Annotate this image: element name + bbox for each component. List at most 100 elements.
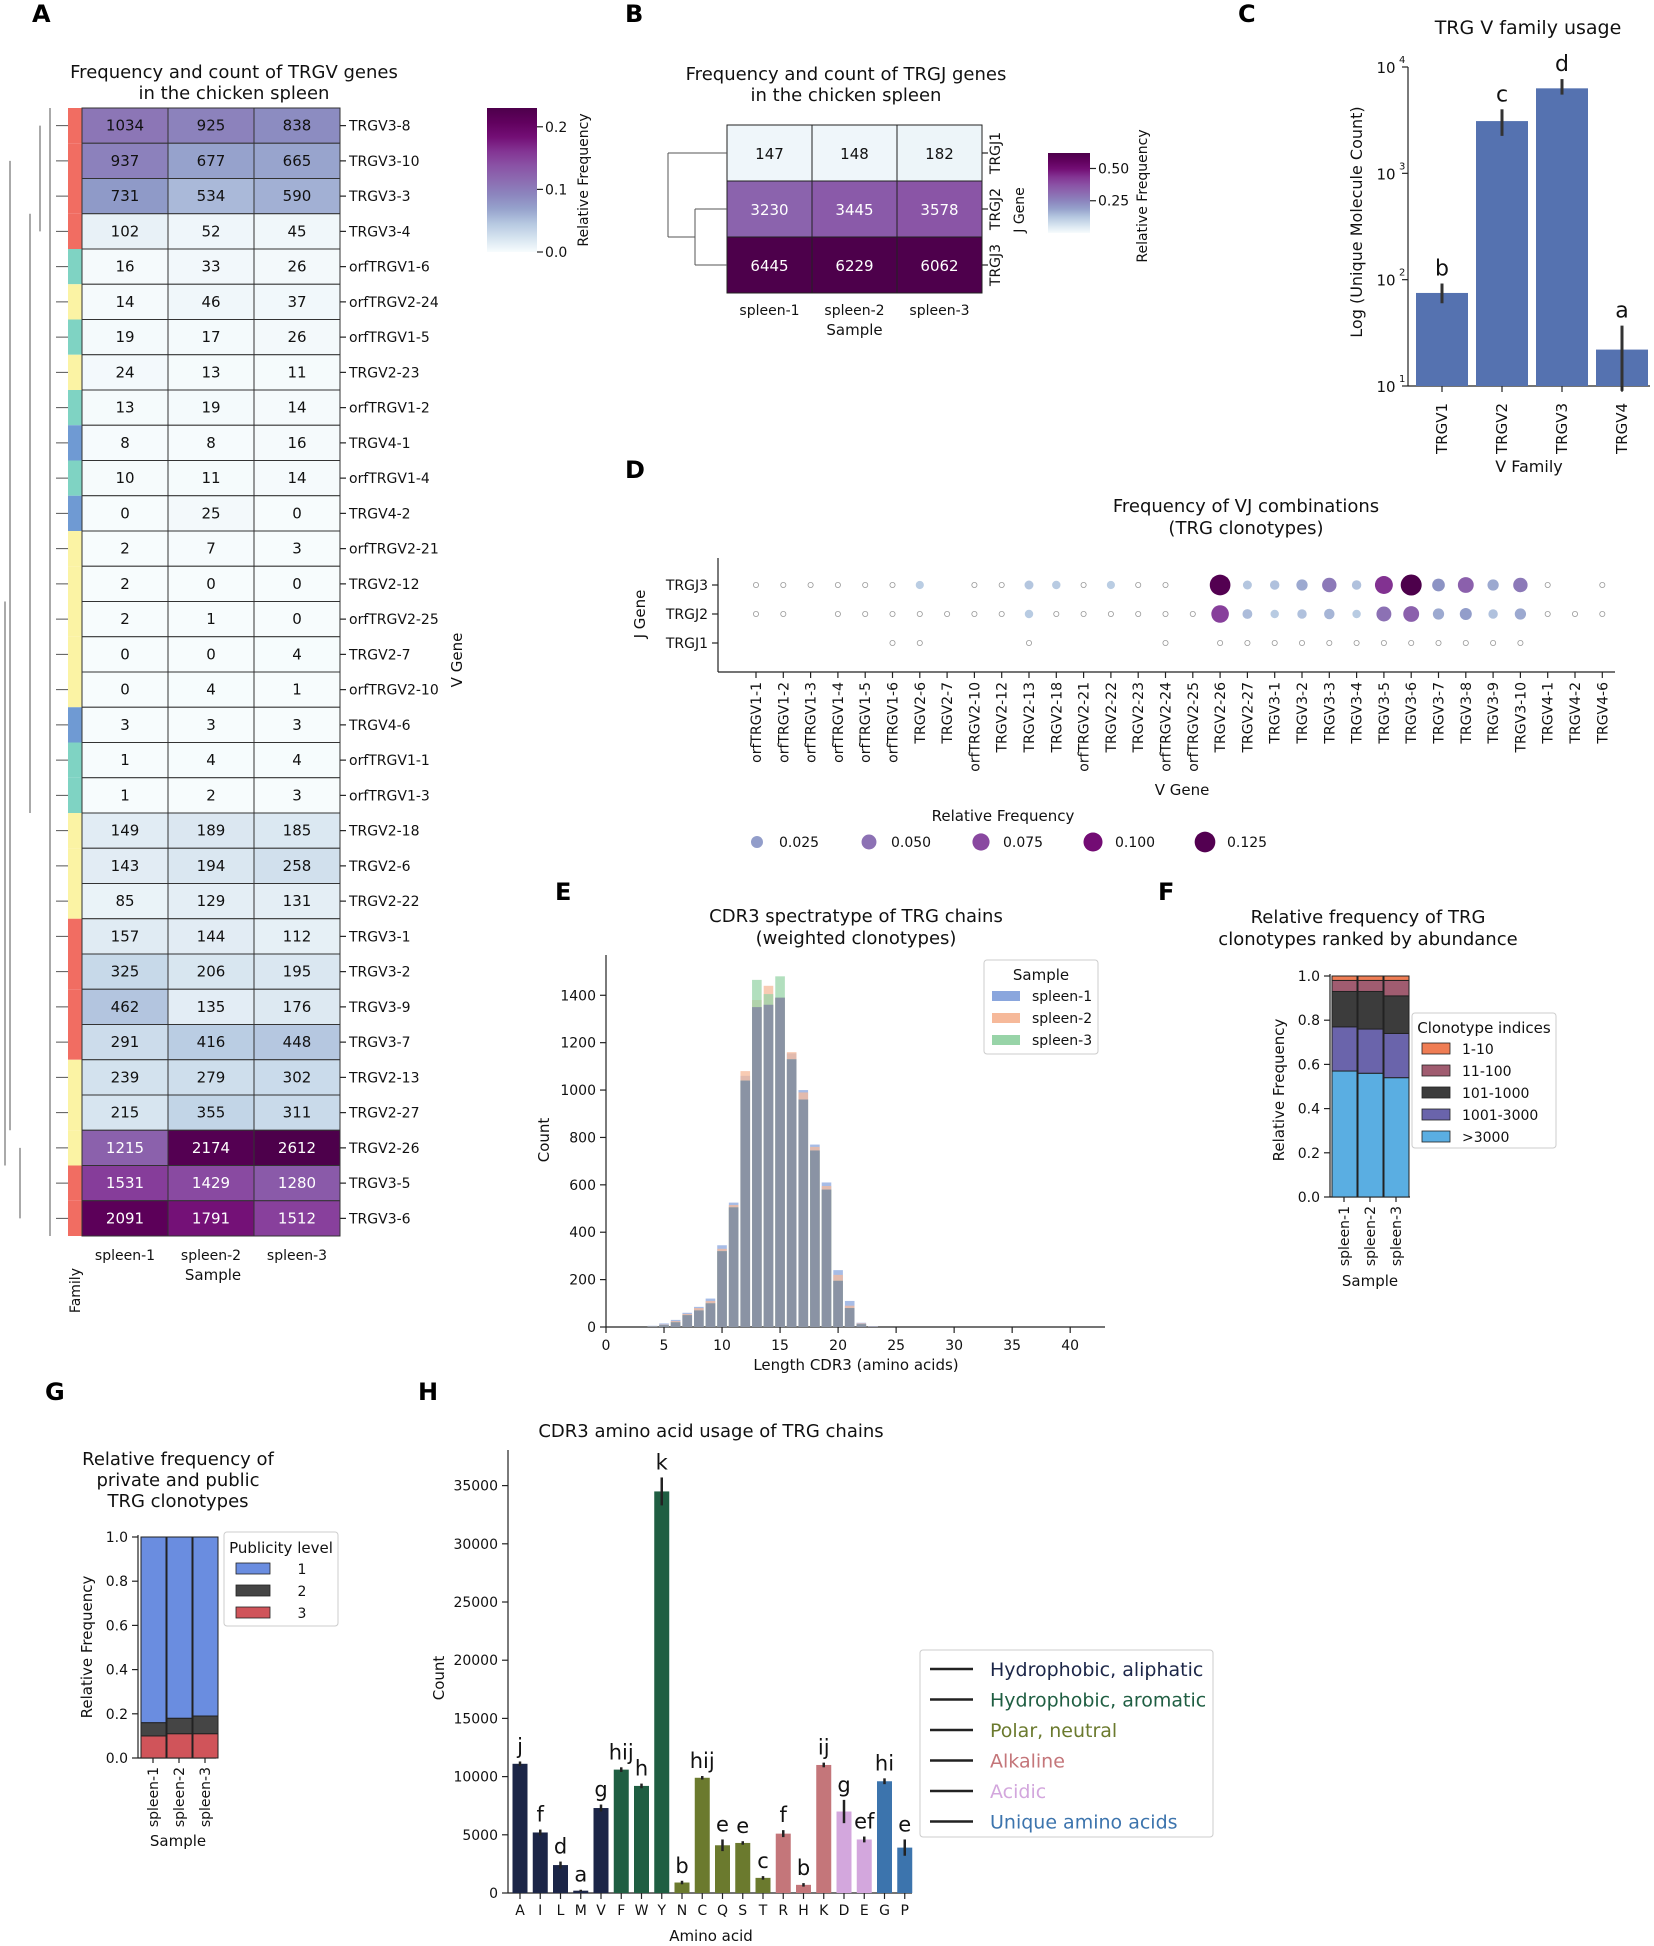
bar <box>634 1785 649 1893</box>
colorbar-tick-label: 0.0 <box>545 245 567 261</box>
legend-label: Acidic <box>990 1781 1046 1803</box>
legend-label: 0.100 <box>1115 835 1155 851</box>
row-label: TRGV2-26 <box>348 1141 420 1157</box>
family-swatch <box>68 460 82 496</box>
vj-dot <box>1544 611 1551 618</box>
vj-dot <box>1457 577 1474 593</box>
y-tick-label: 0.0 <box>1298 1190 1320 1206</box>
y-tick-label: 200 <box>569 1273 596 1289</box>
bar <box>593 1808 609 1893</box>
legend-swatch <box>992 991 1020 1001</box>
family-swatch <box>68 636 82 672</box>
y-tick-label: 0.6 <box>1298 1057 1320 1073</box>
heatmap-cell-label: 52 <box>201 222 220 240</box>
vj-dot <box>1209 574 1231 596</box>
heatmap-cell <box>253 424 341 461</box>
vj-dot <box>1107 611 1114 618</box>
significance-letter: hi <box>875 1751 894 1775</box>
panel-label-h: H <box>418 1378 438 1406</box>
legend-label: Unique amino acids <box>990 1812 1178 1834</box>
y-tick-exponent: 2 <box>1399 268 1405 279</box>
column-label: spleen-1 <box>739 303 799 319</box>
heatmap-cell-label: 33 <box>201 258 220 276</box>
heatmap-cell-label: 291 <box>111 1033 140 1051</box>
legend-swatch <box>235 1606 271 1619</box>
stacked-bar-segment <box>1383 1077 1410 1198</box>
x-tick-label: TRGV3-8 <box>1459 682 1475 745</box>
row-label: TRGV2-13 <box>348 1070 419 1086</box>
heatmap-cell-label: 311 <box>283 1104 312 1122</box>
stacked-bar-segment <box>1331 1070 1358 1198</box>
legend-dot <box>750 835 764 849</box>
x-axis-label: V Family <box>1495 457 1563 476</box>
histogram-overlap <box>775 997 785 1327</box>
x-tick-label: spleen-2 <box>1363 1206 1379 1266</box>
vj-dot <box>1513 577 1528 593</box>
heatmap-cell-label: 144 <box>197 927 226 945</box>
heatmap-cell <box>167 565 255 602</box>
family-swatch <box>68 213 82 249</box>
heatmap-cell-label: 677 <box>197 152 226 170</box>
heatmap-cell <box>811 236 898 294</box>
vj-dot <box>1135 611 1142 618</box>
heatmap-cell-label: 182 <box>925 145 954 163</box>
heatmap-cell <box>726 180 813 238</box>
family-swatch <box>68 178 82 214</box>
vj-dot <box>889 582 896 589</box>
heatmap-cell <box>81 1094 169 1131</box>
x-tick-label: 25 <box>887 1338 905 1354</box>
x-tick-label: orfTRGV2-24 <box>1159 682 1175 772</box>
legend-label: Polar, neutral <box>990 1720 1117 1742</box>
heatmap-cell-label: 4 <box>206 681 216 699</box>
heatmap-cell <box>167 988 255 1025</box>
histogram-overlap <box>810 1150 820 1327</box>
heatmap-cell-label: 0 <box>292 610 302 628</box>
x-tick-label: L <box>557 1903 565 1919</box>
bar <box>796 1884 811 1893</box>
x-axis-label: Sample <box>150 1832 206 1850</box>
x-tick-label: E <box>860 1903 869 1919</box>
vj-dot <box>1026 640 1033 647</box>
x-tick-label: orfTRGV1-2 <box>776 682 792 763</box>
row-label: TRGV3-1 <box>348 929 411 945</box>
x-tick-label: orfTRGV1-3 <box>804 682 820 763</box>
heatmap-cell <box>253 918 341 955</box>
legend-label: 1 <box>298 1562 307 1578</box>
family-swatch <box>68 108 82 144</box>
legend-swatch <box>992 1013 1020 1023</box>
bar <box>816 1764 832 1893</box>
colorbar-tick-label: 0.50 <box>1098 161 1129 177</box>
x-tick-label: 10 <box>713 1338 731 1354</box>
heatmap-cell <box>167 1129 255 1166</box>
heatmap-cell-label: 6229 <box>835 257 873 275</box>
vj-dot <box>1462 640 1469 647</box>
x-tick-label: orfTRGV2-25 <box>1186 682 1202 772</box>
heatmap-cell-label: 148 <box>840 145 869 163</box>
heatmap-cell-label: 0 <box>120 645 130 663</box>
heatmap-cell-label: 135 <box>197 998 226 1016</box>
y-tick-exponent: 4 <box>1399 55 1405 66</box>
heatmap-cell-label: 534 <box>197 187 226 205</box>
row-label: TRGJ2 <box>988 188 1004 231</box>
significance-letter: e <box>736 1814 749 1838</box>
heatmap-cell <box>253 847 341 884</box>
heatmap-cell <box>81 636 169 673</box>
stacked-bar-segment <box>1331 979 1358 992</box>
bar <box>532 1832 548 1893</box>
x-tick-label: M <box>575 1903 587 1919</box>
heatmap-cell-label: 302 <box>283 1068 312 1086</box>
vj-dot <box>1432 578 1445 592</box>
bar <box>755 1877 771 1893</box>
bar <box>897 1847 913 1893</box>
heatmap-cell-label: 0 <box>206 575 216 593</box>
chart-title: private and public <box>96 1470 259 1491</box>
family-swatch <box>68 813 82 849</box>
heatmap-cell-label: 3 <box>292 540 302 558</box>
stacked-bar-segment <box>192 1733 219 1759</box>
x-tick-label: TRGV3-3 <box>1322 682 1338 745</box>
family-swatch <box>68 1130 82 1166</box>
heatmap-cell <box>81 1129 169 1166</box>
histogram-overlap <box>682 1315 693 1327</box>
